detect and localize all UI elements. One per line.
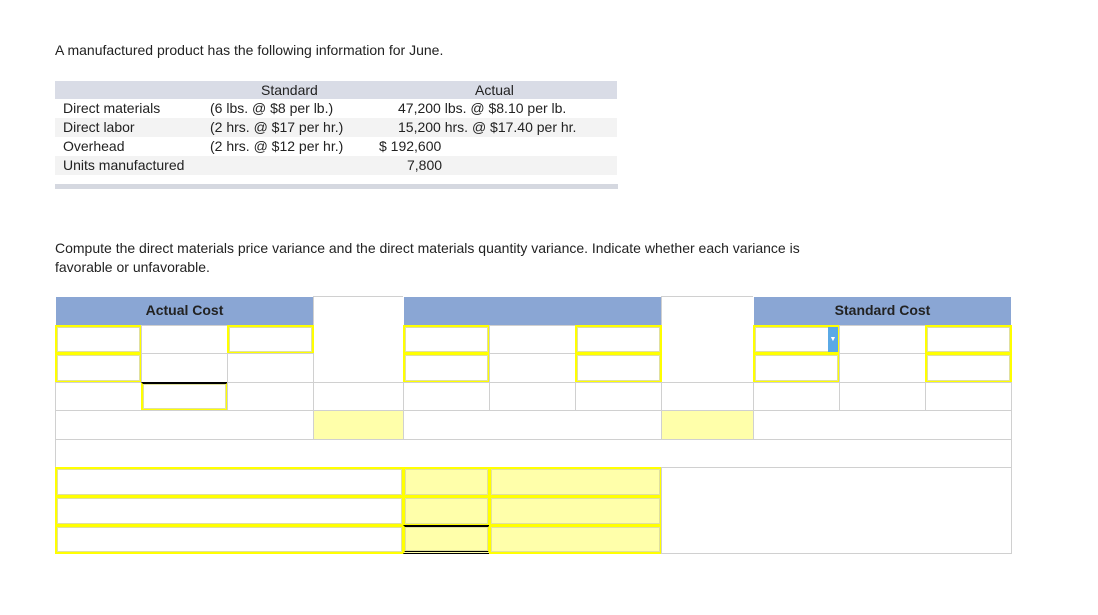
info-row: Direct labor (2 hrs. @ $17 per hr.) 15,2… xyxy=(55,118,617,137)
worksheet-cell xyxy=(403,410,662,440)
variance-amount-input[interactable] xyxy=(403,467,490,497)
amount-input[interactable] xyxy=(925,325,1012,354)
row-standard: (2 hrs. @ $12 per hr.) xyxy=(210,138,344,154)
worksheet-cell xyxy=(55,410,314,440)
amount-input[interactable] xyxy=(753,353,840,383)
worksheet-cell xyxy=(403,382,490,411)
amount-input[interactable] xyxy=(55,353,142,383)
worksheet-cell xyxy=(753,382,840,411)
amount-input[interactable] xyxy=(403,325,490,354)
info-table-header: Standard Actual xyxy=(55,81,617,99)
worksheet-cell xyxy=(55,439,1012,468)
amount-input[interactable] xyxy=(575,353,662,383)
standard-header: Standard xyxy=(261,82,318,98)
row-label: Direct materials xyxy=(63,100,161,116)
worksheet-cell xyxy=(227,382,314,411)
worksheet-cell xyxy=(839,325,926,354)
row-actual: 7,800 xyxy=(407,157,443,173)
worksheet-cell xyxy=(141,325,228,354)
row-standard: (2 hrs. @ $17 per hr.) xyxy=(210,119,344,135)
worksheet-cell xyxy=(925,382,1012,411)
worksheet-cell xyxy=(489,353,576,383)
worksheet-cell xyxy=(753,410,1012,440)
variance-label-input[interactable] xyxy=(55,496,404,526)
amount-input[interactable] xyxy=(575,325,662,354)
worksheet-cell xyxy=(227,353,314,383)
spacer-cell xyxy=(313,296,404,383)
variance-cell xyxy=(661,410,754,440)
variance-amount-input[interactable] xyxy=(403,525,490,554)
actual-cost-header: Actual Cost xyxy=(55,296,314,326)
worksheet-cell xyxy=(839,353,926,383)
amount-input[interactable] xyxy=(227,325,314,354)
worksheet-cell xyxy=(839,382,926,411)
worksheet-cell xyxy=(55,382,142,411)
worksheet-cell xyxy=(489,325,576,354)
favorable-unfavorable-input[interactable] xyxy=(489,496,662,526)
favorable-unfavorable-input[interactable] xyxy=(489,467,662,497)
spacer-cell xyxy=(661,296,754,383)
middle-header xyxy=(403,296,662,326)
standard-cost-header: Standard Cost xyxy=(753,296,1012,326)
info-row: Direct materials (6 lbs. @ $8 per lb.) 4… xyxy=(55,99,617,118)
row-label: Overhead xyxy=(63,138,125,154)
info-table-footer xyxy=(55,184,618,189)
row-label: Units manufactured xyxy=(63,157,185,173)
row-label: Direct labor xyxy=(63,119,135,135)
favorable-unfavorable-input[interactable] xyxy=(489,525,662,554)
row-actual: 47,200 lbs. @ $8.10 per lb. xyxy=(398,100,567,116)
intro-text: A manufactured product has the following… xyxy=(55,42,444,58)
row-actual: $ 192,600 xyxy=(379,138,442,154)
worksheet-cell xyxy=(489,382,576,411)
amount-input[interactable] xyxy=(55,325,142,354)
variance-amount-input[interactable] xyxy=(403,496,490,526)
variance-label-input[interactable] xyxy=(55,467,404,497)
amount-input[interactable] xyxy=(141,382,228,411)
info-row: Units manufactured 7,800 xyxy=(55,156,617,175)
worksheet-cell xyxy=(575,382,662,411)
variance-label-input[interactable] xyxy=(55,525,404,554)
amount-input[interactable] xyxy=(403,353,490,383)
worksheet-cell xyxy=(141,353,228,383)
amount-input[interactable]: ▼ xyxy=(753,325,840,354)
question-text: Compute the direct materials price varia… xyxy=(55,240,800,275)
row-actual: 15,200 hrs. @ $17.40 per hr. xyxy=(398,119,577,135)
dropdown-arrow-icon[interactable]: ▼ xyxy=(828,327,838,352)
actual-header: Actual xyxy=(475,82,514,98)
row-standard: (6 lbs. @ $8 per lb.) xyxy=(210,100,334,116)
worksheet-cell xyxy=(661,467,1012,554)
amount-input[interactable] xyxy=(925,353,1012,383)
info-row: Overhead (2 hrs. @ $12 per hr.) $ 192,60… xyxy=(55,137,617,156)
variance-cell xyxy=(313,410,404,440)
